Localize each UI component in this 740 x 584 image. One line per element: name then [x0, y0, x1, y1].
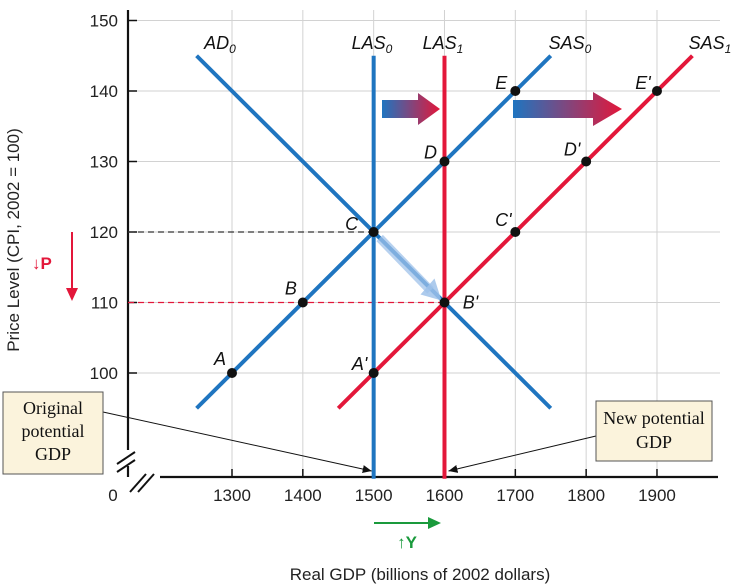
- original-potential-gdp-callout-text: potential: [22, 421, 85, 441]
- point-e: [510, 86, 521, 96]
- point-e-prime: [651, 86, 662, 96]
- x-tick-label: 1700: [496, 486, 534, 505]
- gdp-rises-label: ↑Y: [397, 533, 418, 552]
- point-d: [439, 156, 450, 167]
- point-label: E': [635, 73, 651, 93]
- curve-label-las1: LAS1: [423, 33, 464, 56]
- price-level-falls-label: ↓P: [32, 254, 52, 273]
- price-down-arrow-head: [66, 288, 78, 301]
- point-c: [368, 227, 379, 237]
- y-tick-label: 100: [90, 364, 118, 383]
- x-tick-label: 1500: [355, 486, 393, 505]
- x-tick-label: 1900: [638, 486, 676, 505]
- y-tick-label: 120: [90, 223, 118, 242]
- x-axis-break-mark: [129, 473, 147, 493]
- new-potential-gdp-callout-box: [595, 400, 713, 462]
- point-label: D: [424, 143, 437, 163]
- original-potential-gdp-callout-box: [2, 391, 104, 475]
- point-a: [227, 368, 237, 378]
- x-tick-label: 1600: [426, 486, 464, 505]
- y-axis-break-mark: [116, 451, 136, 465]
- marks-layer: [2, 86, 713, 529]
- original-potential-gdp-callout-text: GDP: [35, 444, 71, 464]
- point-label: C: [345, 214, 359, 234]
- x-axis-title: Real GDP (billions of 2002 dollars): [290, 565, 550, 584]
- y-tick-label: 140: [90, 82, 118, 101]
- curve-label-ad0: AD0: [203, 33, 236, 56]
- curve-label-las0: LAS0: [352, 33, 393, 56]
- y-axis-break-mark: [116, 459, 136, 473]
- point-b: [297, 297, 308, 308]
- point-label: B': [463, 293, 479, 313]
- y-tick-label: 150: [90, 12, 118, 31]
- x-tick-label: 1400: [284, 486, 322, 505]
- point-label: C': [495, 210, 512, 230]
- point-label: B: [285, 279, 297, 299]
- x-tick-label: 1300: [213, 486, 251, 505]
- point-label: A: [213, 349, 226, 369]
- x-tick-label: 1800: [567, 486, 605, 505]
- curve-label-sas0: SAS0: [549, 33, 592, 56]
- curve-label-sas1: SAS1: [689, 33, 732, 56]
- point-a-prime: [368, 368, 379, 378]
- point-c-prime: [510, 227, 521, 237]
- point-b-prime: [439, 297, 450, 308]
- axes-layer: [116, 10, 718, 493]
- original-potential-gdp-callout-text: Original: [23, 398, 83, 418]
- x-tick-label: 0: [108, 486, 117, 505]
- y-tick-label: 110: [91, 294, 118, 313]
- new-potential-gdp-callout-text: GDP: [636, 432, 672, 452]
- point-label: D': [564, 140, 581, 160]
- point-label: E: [495, 73, 508, 93]
- y-axis-title: Price Level (CPI, 2002 = 100): [4, 128, 23, 351]
- gdp-up-arrow-head: [428, 517, 441, 529]
- las-shift-arrow: [382, 93, 440, 125]
- point-label: A': [351, 354, 368, 374]
- x-axis-break-mark: [137, 473, 155, 493]
- new-potential-gdp-callout-text: New potential: [603, 408, 704, 428]
- sas-shift-arrow: [513, 92, 622, 126]
- equilibrium-shift-arrow-head: [420, 278, 442, 301]
- equilibrium-shift-arrow-shaft: [376, 234, 434, 294]
- new-potential-gdp-callout-pointer: [448, 435, 597, 473]
- point-d-prime: [581, 156, 592, 167]
- y-tick-label: 130: [90, 153, 118, 172]
- original-potential-gdp-callout-pointer: [102, 411, 372, 473]
